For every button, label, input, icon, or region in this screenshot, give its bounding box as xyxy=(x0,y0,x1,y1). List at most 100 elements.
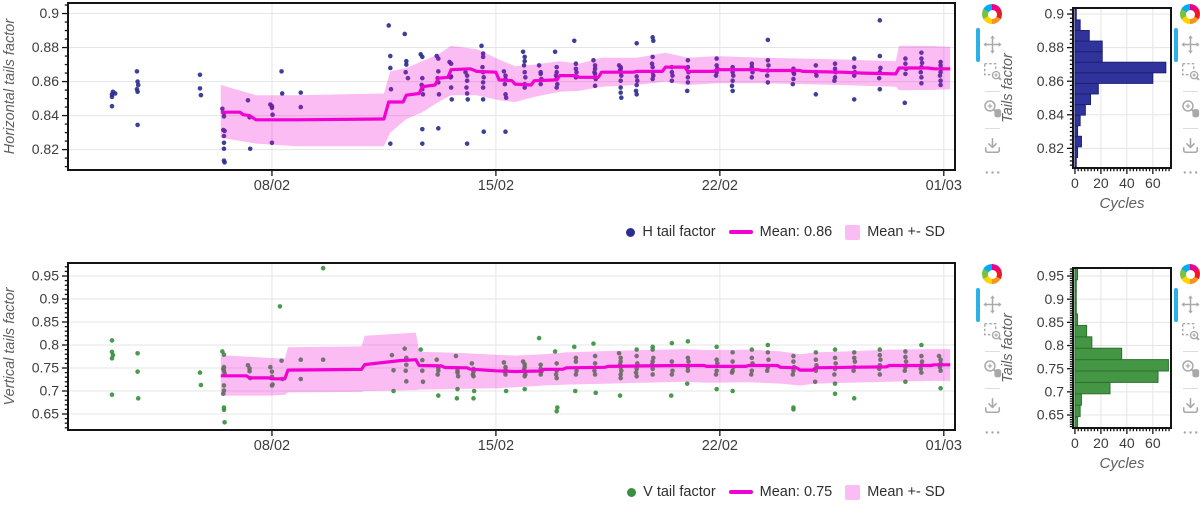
legend-band-label: Mean +- SD xyxy=(867,224,945,240)
svg-text:0.65: 0.65 xyxy=(1037,407,1064,423)
wheel-zoom-icon xyxy=(983,360,1001,378)
pan-icon xyxy=(982,35,1002,54)
toolbar-separator xyxy=(1182,388,1198,389)
svg-text:0.8: 0.8 xyxy=(1045,337,1065,353)
pan-tool-button[interactable] xyxy=(1180,35,1200,54)
save-tool-button[interactable] xyxy=(983,136,1002,155)
svg-text:0.85: 0.85 xyxy=(1037,314,1064,330)
axis-ticks xyxy=(1067,9,1170,174)
more-tool-button[interactable] xyxy=(983,423,1002,442)
sd-band xyxy=(220,45,951,147)
wheel-zoom-tool-button[interactable] xyxy=(983,359,1002,378)
svg-text:0.84: 0.84 xyxy=(32,107,59,123)
save-icon xyxy=(1182,137,1198,154)
svg-text:22/02: 22/02 xyxy=(702,438,738,454)
svg-text:0.7: 0.7 xyxy=(40,383,60,399)
bokeh-logo[interactable] xyxy=(1180,264,1200,284)
x-axis-title: Cycles xyxy=(1099,455,1145,472)
toolbar-v-timeseries xyxy=(979,264,1005,450)
more-icon xyxy=(1183,171,1197,174)
legend-band-marker xyxy=(845,224,861,240)
sd-band xyxy=(220,332,951,396)
v-tails-histogram-plot[interactable]: 0 20 40 60 0.65 0.7 0.75 0.8 0.85 0.9 0.95 Tails fa… xyxy=(1000,260,1200,505)
y-axis-title: Vertical tails factor xyxy=(2,286,18,405)
legend-band-marker xyxy=(845,484,861,500)
pan-icon xyxy=(1180,295,1200,314)
h-tails-timeseries-plot[interactable]: 08/02 15/02 22/02 01/03 0.82 0.84 0.86 0.88 0.9 H… xyxy=(0,0,1000,245)
box-zoom-icon xyxy=(983,63,1002,81)
svg-text:0.84: 0.84 xyxy=(1037,106,1064,122)
svg-text:20: 20 xyxy=(1093,435,1109,451)
bokeh-logo[interactable] xyxy=(982,4,1002,24)
legend-scatter-marker xyxy=(627,487,637,497)
more-tool-button[interactable] xyxy=(1181,423,1200,442)
toolbar-v-histogram xyxy=(1177,264,1200,450)
plot-frame xyxy=(67,262,956,431)
svg-text:0.86: 0.86 xyxy=(32,73,59,89)
axis-tick-labels: 08/02 15/02 22/02 01/03 0.65 0.7 0.75 0.8 0.85 0.… xyxy=(32,268,962,454)
wheel-zoom-tool-button[interactable] xyxy=(1181,359,1200,378)
pan-tool-button[interactable] xyxy=(982,295,1002,314)
pan-tool-button[interactable] xyxy=(1180,295,1200,314)
legend-scatter-label: H tail factor xyxy=(642,224,716,240)
svg-text:0.7: 0.7 xyxy=(1045,383,1065,399)
box-zoom-icon xyxy=(1181,63,1200,81)
box-zoom-tool-button[interactable] xyxy=(1181,62,1200,81)
more-tool-button[interactable] xyxy=(1181,163,1200,182)
y-axis-title: Tails factor xyxy=(1000,312,1016,383)
toolbar-separator xyxy=(1182,351,1198,352)
wheel-zoom-icon xyxy=(1181,100,1199,118)
box-zoom-tool-button[interactable] xyxy=(983,62,1002,81)
legend-scatter-marker xyxy=(626,227,636,237)
pan-tool-button[interactable] xyxy=(982,35,1002,54)
h-tails-histogram-plot[interactable]: 0 20 40 60 0.82 0.84 0.86 0.88 0.9 Tails factor Cy… xyxy=(1000,0,1200,245)
svg-text:01/03: 01/03 xyxy=(926,438,962,454)
toolbar-active-indicator xyxy=(976,288,980,322)
svg-text:0: 0 xyxy=(1071,175,1079,191)
save-tool-button[interactable] xyxy=(1181,136,1200,155)
box-zoom-tool-button[interactable] xyxy=(1181,322,1200,341)
svg-text:0.95: 0.95 xyxy=(32,268,59,284)
save-tool-button[interactable] xyxy=(983,396,1002,415)
save-icon xyxy=(984,397,1000,414)
toolbar-h-histogram xyxy=(1177,4,1200,190)
svg-text:60: 60 xyxy=(1145,435,1161,451)
wheel-zoom-tool-button[interactable] xyxy=(1181,99,1200,118)
more-icon xyxy=(1183,431,1197,434)
svg-text:08/02: 08/02 xyxy=(254,178,290,194)
pan-icon xyxy=(1180,35,1200,54)
scatter-points xyxy=(109,18,944,165)
y-axis-title: Horizontal tails factor xyxy=(2,18,18,155)
svg-text:0.75: 0.75 xyxy=(32,360,59,376)
y-axis-title: Tails factor xyxy=(1000,52,1016,123)
save-icon xyxy=(984,137,1000,154)
bokeh-logo[interactable] xyxy=(1180,4,1200,24)
svg-text:0: 0 xyxy=(1071,435,1079,451)
svg-text:0.85: 0.85 xyxy=(32,314,59,330)
svg-text:0.8: 0.8 xyxy=(40,337,60,353)
box-zoom-icon xyxy=(983,323,1002,341)
more-tool-button[interactable] xyxy=(983,163,1002,182)
legend-h-tails: H tail factor Mean: 0.86 Mean +- SD xyxy=(626,221,945,243)
legend-scatter-label: V tail factor xyxy=(643,484,716,500)
svg-text:0.9: 0.9 xyxy=(1045,291,1065,307)
box-zoom-tool-button[interactable] xyxy=(983,322,1002,341)
axis-ticks xyxy=(62,4,945,176)
legend-v-tails: V tail factor Mean: 0.75 Mean +- SD xyxy=(627,481,945,503)
svg-text:40: 40 xyxy=(1119,175,1135,191)
toolbar-active-indicator xyxy=(1174,28,1178,62)
toolbar-separator xyxy=(984,351,1000,352)
svg-text:08/02: 08/02 xyxy=(254,438,290,454)
wheel-zoom-tool-button[interactable] xyxy=(983,99,1002,118)
bokeh-logo[interactable] xyxy=(982,264,1002,284)
save-tool-button[interactable] xyxy=(1181,396,1200,415)
legend-mean-label: Mean: 0.86 xyxy=(759,224,833,240)
legend-band-label: Mean +- SD xyxy=(867,484,945,500)
svg-text:01/03: 01/03 xyxy=(926,178,962,194)
v-tails-timeseries-plot[interactable]: 08/02 15/02 22/02 01/03 0.65 0.7 0.75 0.8 0.85 0.… xyxy=(0,260,1000,505)
wheel-zoom-icon xyxy=(983,100,1001,118)
toolbar-separator xyxy=(984,388,1000,389)
mean-line xyxy=(220,358,951,381)
svg-text:15/02: 15/02 xyxy=(478,438,514,454)
